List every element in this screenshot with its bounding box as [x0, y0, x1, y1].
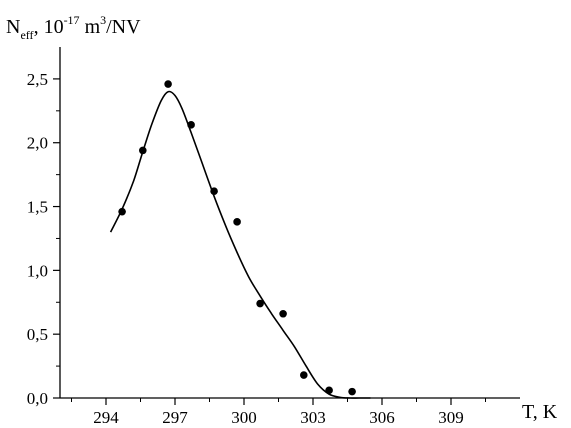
data-point — [348, 387, 356, 396]
y-axis: 0,0 0,5 1,0 1,5 2,0 2,5 — [27, 47, 61, 408]
data-point — [279, 309, 287, 318]
data-point — [139, 146, 147, 155]
data-point — [233, 218, 241, 226]
x-tick-label: 294 — [93, 408, 119, 427]
y-tick-label: 0,5 — [27, 325, 48, 344]
data-point — [187, 121, 195, 129]
y-tick-label: 1,5 — [27, 198, 48, 217]
x-tick-label: 300 — [231, 408, 257, 427]
data-point — [164, 80, 172, 88]
y-tick-label: 2,0 — [27, 134, 48, 153]
data-point — [325, 386, 333, 395]
x-tick-label: 306 — [369, 408, 395, 427]
x-tick-label: 303 — [300, 408, 326, 427]
data-point — [210, 187, 218, 196]
data-point — [300, 371, 308, 379]
x-tick-label: 297 — [162, 408, 188, 427]
y-axis-title: Neff, 10-17 m3/NV — [6, 13, 141, 42]
fit-curve — [109, 90, 371, 399]
y-tick-label: 1,0 — [27, 261, 48, 280]
data-point — [256, 299, 264, 308]
y-tick-label: 2,5 — [27, 70, 48, 89]
data-point — [118, 207, 126, 216]
x-axis: 294 297 300 303 306 309 — [60, 397, 520, 427]
x-axis-title: T, K — [522, 401, 558, 423]
x-tick-label: 309 — [438, 408, 464, 427]
y-tick-label: 0,0 — [27, 389, 48, 408]
